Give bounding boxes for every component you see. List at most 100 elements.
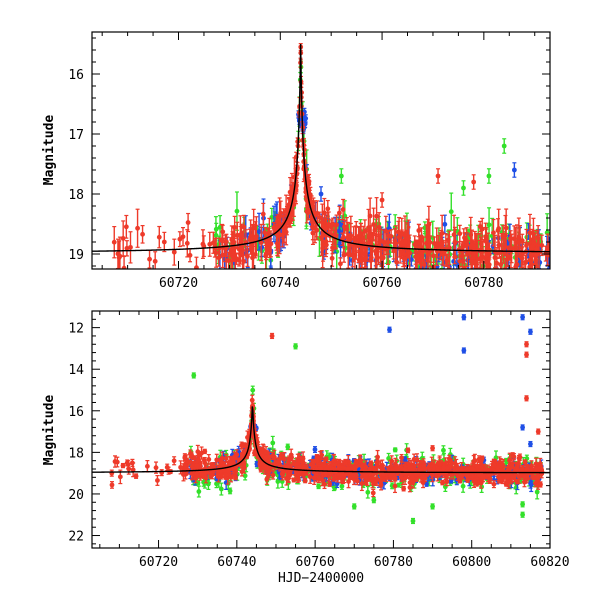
- red-data-point: [406, 235, 411, 241]
- blue-data-point: [537, 260, 543, 265]
- red-data-point: [258, 240, 264, 245]
- red-data-point: [152, 258, 158, 264]
- green-data-point: [332, 485, 338, 491]
- red-data-point: [135, 225, 140, 231]
- green-data-point: [191, 373, 197, 378]
- red-data-point: [156, 234, 162, 240]
- green-data-point: [285, 444, 291, 450]
- red-data-point: [121, 265, 127, 269]
- red-data-point: [427, 239, 433, 245]
- red-data-point: [539, 242, 545, 248]
- red-data-point: [220, 229, 226, 235]
- red-data-point: [263, 251, 269, 257]
- red-data-point: [484, 260, 489, 265]
- green-data-point: [371, 497, 377, 503]
- red-data-point: [310, 204, 316, 210]
- clipped-marks: [92, 42, 550, 274]
- top-panel-y-axis-label: Magnitude: [42, 115, 57, 186]
- red-data-point: [280, 232, 285, 238]
- red-data-point: [219, 238, 225, 243]
- red-data-point: [471, 179, 477, 185]
- red-data-point: [451, 232, 457, 238]
- red-data-point: [385, 239, 391, 245]
- red-data-point: [356, 257, 362, 263]
- green-data-point: [392, 447, 398, 453]
- green-data-point: [213, 226, 219, 232]
- red-data-point: [338, 261, 343, 267]
- red-data-point: [374, 213, 379, 219]
- green-data-point: [275, 479, 281, 484]
- red-data-point: [329, 255, 335, 261]
- red-data-point: [340, 207, 346, 212]
- red-data-point: [236, 257, 242, 263]
- red-data-point: [250, 255, 255, 261]
- red-data-point: [513, 264, 518, 269]
- red-data-point: [503, 225, 509, 231]
- red-data-point: [334, 222, 339, 228]
- y-tick-label: 18: [68, 188, 84, 203]
- red-data-point: [356, 233, 362, 239]
- red-data-point: [310, 219, 316, 225]
- red-data-point: [231, 250, 237, 256]
- blue-data-point: [256, 229, 262, 235]
- red-data-point: [472, 259, 478, 265]
- red-data-point: [260, 211, 266, 217]
- y-tick-label: 19: [68, 248, 84, 263]
- green-data-point: [339, 483, 345, 489]
- red-data-point: [120, 236, 126, 241]
- green-data-point: [227, 488, 233, 494]
- green-data-point: [338, 173, 344, 179]
- red-data-point: [366, 225, 371, 231]
- red-data-point: [123, 224, 129, 230]
- red-data-point: [368, 255, 374, 261]
- red-data-point: [147, 256, 152, 262]
- top-panel-frame: [91, 31, 551, 270]
- red-data-point: [362, 251, 368, 257]
- green-data-point: [486, 173, 492, 179]
- red-data-point: [345, 251, 351, 257]
- red-data-point: [522, 269, 527, 274]
- red-data-point: [435, 173, 441, 179]
- green-data-point: [217, 224, 223, 230]
- red-data-point: [464, 241, 470, 247]
- red-data-point: [161, 239, 167, 245]
- clipped-marks: [92, 314, 550, 525]
- red-data-point: [486, 251, 492, 257]
- red-data-point: [511, 236, 517, 242]
- red-data-point: [358, 238, 364, 244]
- red-data-point: [496, 226, 502, 231]
- red-data-point: [319, 219, 325, 225]
- red-data-point: [483, 237, 489, 243]
- red-data-point: [535, 235, 541, 241]
- green-data-point: [520, 512, 525, 518]
- red-data-point: [479, 226, 485, 232]
- red-data-point: [317, 215, 323, 220]
- x-tick-label: 60760: [362, 276, 401, 291]
- red-data-point: [373, 248, 378, 254]
- red-data-point: [350, 252, 356, 258]
- green-data-point: [316, 483, 321, 489]
- red-data-point: [399, 240, 405, 246]
- red-data-point: [504, 256, 510, 262]
- red-data-point: [459, 253, 465, 259]
- red-data-point: [140, 231, 145, 237]
- green-data-point: [242, 473, 248, 479]
- red-data-point: [517, 239, 523, 244]
- red-data-point: [187, 252, 193, 258]
- red-data-point: [117, 253, 123, 259]
- blue-data-point: [528, 482, 534, 488]
- red-data-point: [306, 181, 312, 187]
- red-data-point: [314, 227, 319, 233]
- bottom-panel: 60720 60740 60760 60780 60800 608201214161820…: [42, 310, 570, 586]
- green-data-point: [365, 489, 371, 495]
- blue-data-point: [442, 221, 448, 227]
- y-tick-label: 17: [68, 128, 84, 143]
- red-data-point: [452, 239, 458, 245]
- red-data-point: [241, 224, 247, 230]
- green-data-point: [486, 222, 492, 228]
- blue-data-point: [312, 447, 318, 452]
- green-data-point: [441, 447, 446, 453]
- red-data-point: [200, 241, 206, 247]
- top-panel: 60720 60740 60760 60780 16 17 18 19 Magnitude: [42, 31, 551, 291]
